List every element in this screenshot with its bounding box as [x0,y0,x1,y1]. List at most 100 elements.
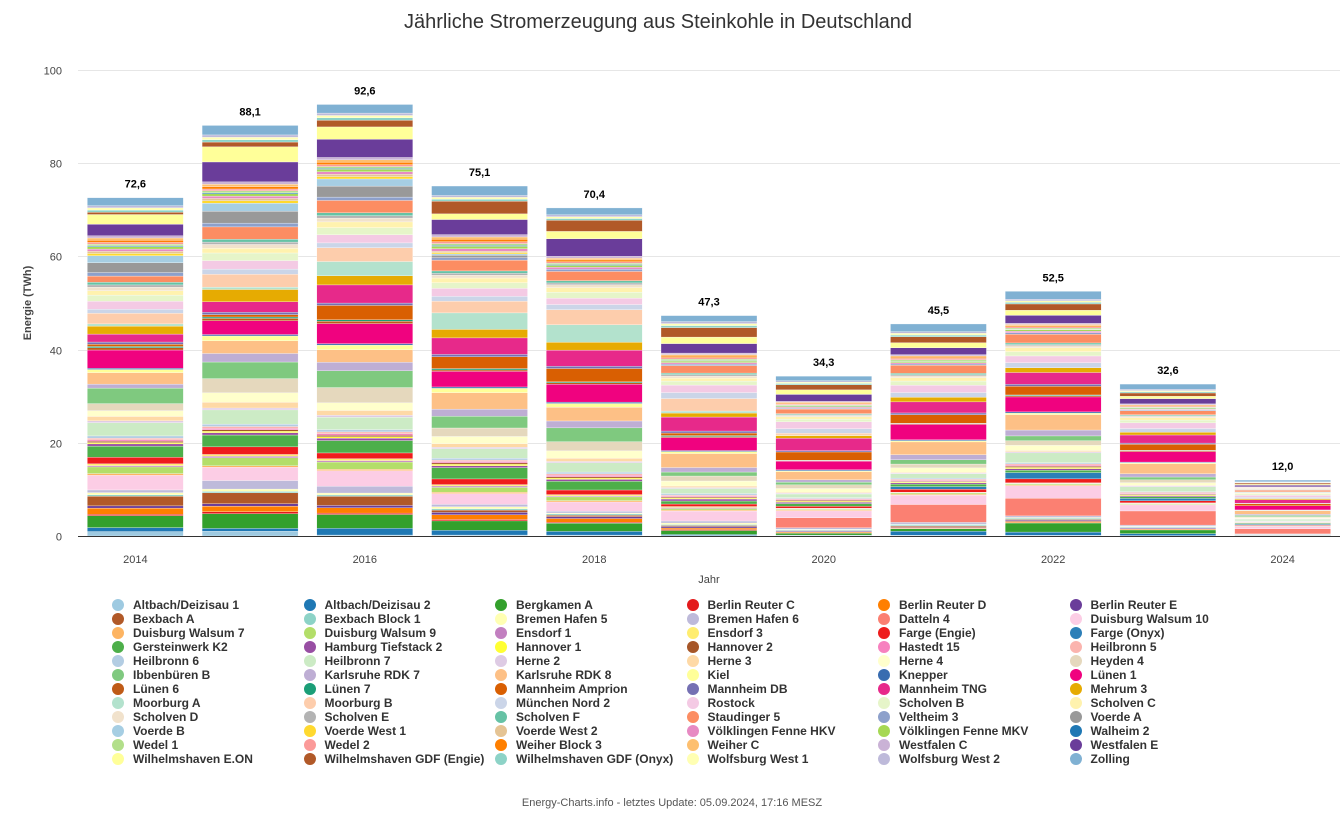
bar-segment[interactable] [1119,422,1217,429]
bar-segment[interactable] [87,253,184,256]
bar-segment[interactable] [1119,444,1217,451]
bar-segment[interactable] [316,486,413,494]
bar-segment[interactable] [201,480,299,490]
bar-segment[interactable] [316,437,413,441]
bar-segment[interactable] [775,415,872,417]
bar-segment[interactable] [546,475,643,477]
bar-segment[interactable] [546,461,643,463]
bar-segment[interactable] [316,323,413,344]
bar-segment[interactable] [201,423,299,427]
legend-item[interactable]: Heilbronn 7 [303,654,496,668]
bar-segment[interactable] [431,273,528,276]
bar-segment[interactable] [87,235,184,239]
bar-segment[interactable] [1119,482,1217,486]
bar-segment[interactable] [1234,490,1331,493]
bar-segment[interactable] [546,231,643,239]
bar-segment[interactable] [201,409,299,425]
bar-segment[interactable] [87,457,184,464]
bar-segment[interactable] [1234,498,1331,500]
bar-segment[interactable] [316,528,413,536]
bar-segment[interactable] [201,503,299,507]
bar-segment[interactable] [1005,468,1102,471]
bar-segment[interactable] [660,432,758,436]
bar-segment[interactable] [890,385,987,393]
legend-item[interactable]: Weiher Block 3 [495,738,687,752]
bar-segment[interactable] [775,450,872,453]
bar-segment[interactable] [546,238,643,257]
bar-segment[interactable] [1005,518,1102,520]
bar-segment[interactable] [431,443,528,448]
bar-segment[interactable] [890,412,987,415]
bar-segment[interactable] [431,416,528,429]
bar-segment[interactable] [316,275,413,286]
bar-segment[interactable] [890,377,987,382]
bar-segment[interactable] [431,520,528,531]
bar-segment[interactable] [546,513,643,516]
bar-segment[interactable] [660,522,758,525]
legend-item[interactable]: Herne 3 [686,654,879,668]
bar-segment[interactable] [660,488,758,494]
bar-segment[interactable] [546,324,643,343]
legend-item[interactable]: Wedel 2 [303,738,496,752]
bar-segment[interactable] [546,256,643,259]
bar-segment[interactable] [87,492,184,495]
bar-segment[interactable] [660,372,758,375]
bar-segment[interactable] [660,467,758,473]
bar-segment[interactable] [775,408,872,414]
legend-item[interactable]: Farge (Onyx) [1069,626,1262,640]
bar-segment[interactable] [87,284,184,288]
bar-segment[interactable] [660,430,758,434]
bar-segment[interactable] [431,436,528,444]
bar-segment[interactable] [316,344,413,350]
bar-segment[interactable] [87,344,184,347]
bar-segment[interactable] [431,255,528,258]
bar-segment[interactable] [1005,315,1102,324]
legend-item[interactable]: Bergkamen A [495,598,687,612]
bar-segment[interactable] [890,354,987,357]
bar-segment[interactable] [431,275,528,279]
bar-segment[interactable] [1005,344,1102,346]
bar-segment[interactable] [316,496,413,506]
bar-segment[interactable] [1119,417,1217,421]
bar-segment[interactable] [87,442,184,445]
bar-segment[interactable] [431,530,528,536]
legend-item[interactable]: Heilbronn 5 [1069,640,1262,654]
bar-segment[interactable] [1005,299,1102,301]
bar-segment[interactable] [316,458,413,461]
bar-segment[interactable] [431,427,528,437]
bar-segment[interactable] [546,284,643,288]
bar-segment[interactable] [201,488,299,492]
bar-segment[interactable] [1005,302,1102,305]
bar-segment[interactable] [87,494,184,497]
legend-item[interactable]: Mannheim DB [686,682,879,696]
bar-segment[interactable] [431,392,528,410]
bar-segment[interactable] [201,429,299,432]
bar-segment[interactable] [316,104,413,114]
bar-segment[interactable] [87,205,184,209]
bar-segment[interactable] [1005,332,1102,335]
bar-segment[interactable] [87,244,184,247]
bar-segment[interactable] [546,471,643,475]
bar-segment[interactable] [1234,499,1331,504]
bar-segment[interactable] [546,479,643,482]
legend-item[interactable]: Altbach/Deizisau 1 [112,598,304,612]
bar-segment[interactable] [1119,533,1217,536]
bar-segment[interactable] [201,289,299,302]
bar-segment[interactable] [1005,520,1102,522]
bar-segment[interactable] [201,531,299,537]
bar-segment[interactable] [201,301,299,313]
bar-segment[interactable] [1005,531,1102,536]
bar-segment[interactable] [201,361,299,379]
bar-segment[interactable] [1005,324,1102,326]
bar-segment[interactable] [316,234,413,244]
bar-segment[interactable] [1005,470,1102,473]
bar-segment[interactable] [316,126,413,140]
bar-segment[interactable] [201,222,299,228]
bar-segment[interactable] [1119,498,1217,501]
bar-segment[interactable] [1005,498,1102,517]
legend-item[interactable]: Altbach/Deizisau 2 [303,598,496,612]
bar-segment[interactable] [87,294,184,302]
bar-segment[interactable] [87,420,184,423]
bar-segment[interactable] [201,378,299,393]
bar-segment[interactable] [316,159,413,163]
